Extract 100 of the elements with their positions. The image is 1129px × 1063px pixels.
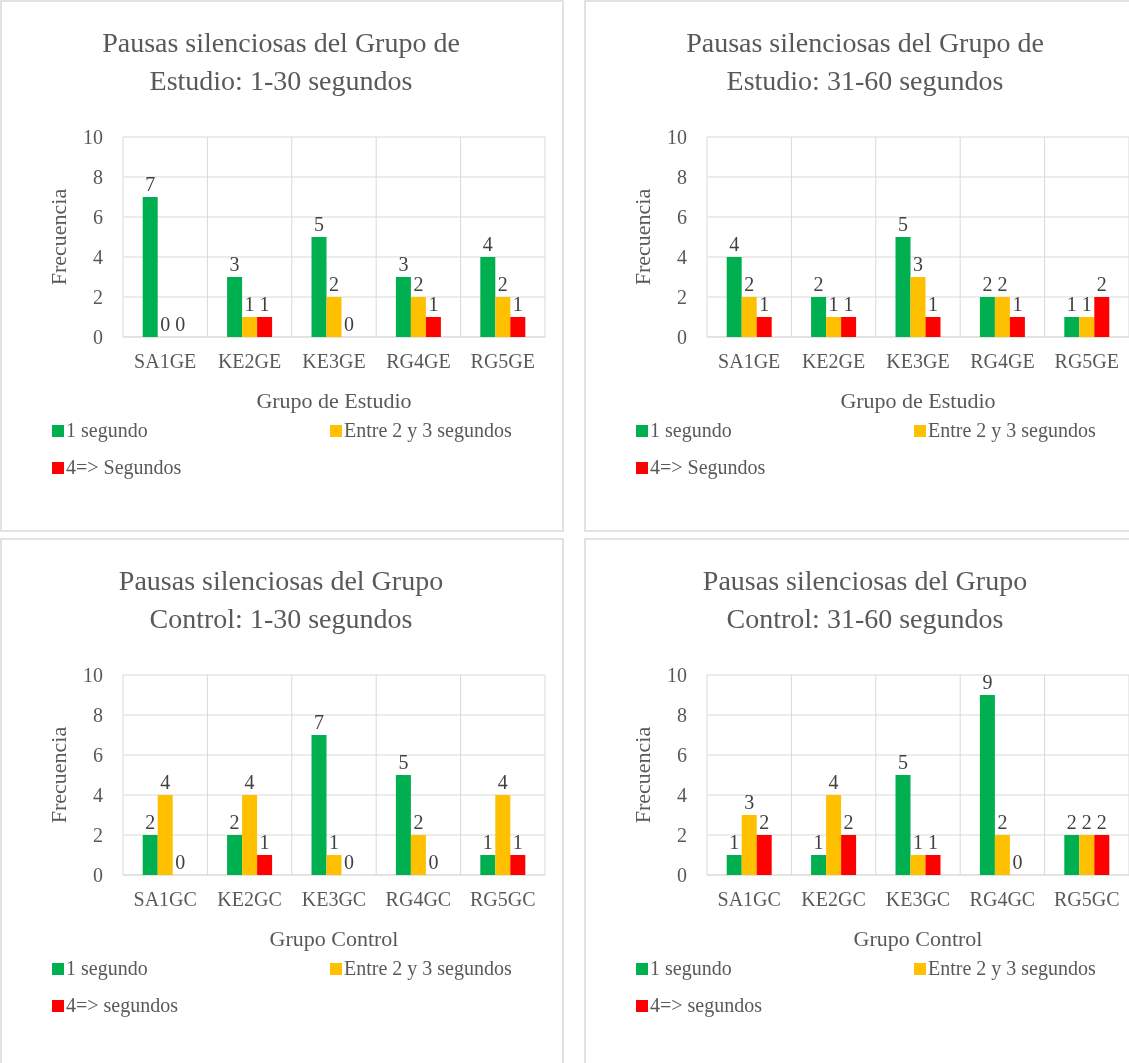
data-label: 1 — [244, 293, 255, 315]
bar — [910, 277, 926, 337]
bar — [826, 795, 842, 875]
data-label: 5 — [314, 213, 324, 235]
legend-label: 1 segundo — [66, 419, 148, 442]
data-label: 7 — [145, 173, 156, 195]
data-label: 1 — [828, 293, 839, 315]
x-axis-title: Grupo Control — [853, 926, 983, 951]
x-tick-label: SA1GC — [133, 888, 197, 910]
data-label: 2 — [997, 811, 1008, 833]
y-tick-label: 2 — [677, 286, 687, 308]
data-label: 1 — [928, 293, 938, 315]
data-label: 4 — [482, 233, 493, 255]
y-tick-label: 0 — [93, 326, 103, 348]
data-label: 2 — [413, 811, 424, 833]
bar — [1094, 297, 1110, 337]
bar — [910, 855, 926, 875]
bar — [227, 835, 243, 875]
data-label: 0 — [175, 851, 186, 873]
data-label: 4 — [160, 771, 171, 793]
bar — [1064, 835, 1080, 875]
data-label: 1 — [813, 831, 824, 853]
x-tick-label: RG5GC — [1054, 888, 1120, 910]
bar — [741, 815, 757, 875]
data-label: 0 — [160, 313, 171, 335]
data-label: 0 — [175, 313, 186, 335]
chart-title: Pausas silenciosas del Grupo de Estudio: 31-60 segundos — [686, 27, 1044, 96]
bar — [242, 795, 258, 875]
data-label: 4 — [729, 233, 740, 255]
bar — [326, 297, 342, 337]
bar — [395, 277, 411, 337]
y-tick-label: 2 — [93, 824, 103, 846]
bar — [994, 835, 1010, 875]
bar — [1079, 835, 1095, 875]
bar — [510, 317, 526, 337]
bar — [495, 297, 511, 337]
data-label: 0 — [428, 851, 439, 873]
bar — [979, 695, 995, 875]
bar — [925, 855, 941, 875]
data-label: 1 — [428, 293, 439, 315]
bar — [480, 257, 496, 337]
data-label: 1 — [512, 293, 523, 315]
bar — [756, 835, 772, 875]
bar — [242, 317, 258, 337]
bar — [1094, 835, 1110, 875]
data-label: 0 — [1012, 851, 1023, 873]
y-axis-title: Frecuencia — [630, 726, 655, 824]
data-label: 1 — [759, 293, 770, 315]
data-label: 2 — [843, 811, 854, 833]
x-tick-label: RG5GE — [470, 350, 536, 372]
data-label: 5 — [898, 213, 908, 235]
data-label: 1 — [329, 831, 339, 853]
legend-label: 4=> Segundos — [650, 456, 766, 479]
bar — [895, 775, 911, 875]
y-tick-label: 2 — [93, 286, 103, 308]
data-label: 2 — [744, 273, 755, 295]
x-axis-title: Grupo de Estudio — [256, 388, 412, 413]
x-axis-title: Grupo Control — [269, 926, 399, 951]
bar — [826, 317, 842, 337]
data-label: 2 — [997, 273, 1008, 295]
data-label: 2 — [813, 273, 824, 295]
data-label: 2 — [759, 811, 770, 833]
data-label: 2 — [1096, 273, 1107, 295]
y-tick-label: 6 — [677, 206, 687, 228]
legend-label: Entre 2 y 3 segundos — [344, 957, 512, 980]
data-label: 2 — [229, 811, 240, 833]
y-tick-label: 0 — [677, 864, 687, 886]
bar — [811, 855, 827, 875]
bar — [1079, 317, 1095, 337]
y-tick-label: 8 — [93, 704, 103, 726]
chart-title: Pausas silenciosas del Grupo de Estudio: 1-30 segundos — [102, 27, 460, 96]
y-tick-label: 0 — [677, 326, 687, 348]
x-tick-label: KE3GC — [301, 888, 367, 910]
bar — [410, 297, 426, 337]
bar — [326, 855, 342, 875]
bar — [395, 775, 411, 875]
data-label: 9 — [982, 671, 993, 693]
y-tick-label: 8 — [677, 704, 687, 726]
x-tick-label: KE3GE — [886, 350, 950, 372]
data-label: 1 — [729, 831, 740, 853]
bar — [741, 297, 757, 337]
legend-label: 4=> segundos — [650, 994, 763, 1017]
data-label: 4 — [828, 771, 839, 793]
bar — [157, 795, 173, 875]
data-label: 0 — [344, 313, 354, 335]
y-tick-label: 0 — [93, 864, 103, 886]
x-tick-label: KE2GC — [217, 888, 282, 910]
x-axis-title: Grupo de Estudio — [840, 388, 996, 413]
bar — [994, 297, 1010, 337]
x-tick-label: SA1GE — [718, 350, 781, 372]
data-label: 1 — [1081, 293, 1092, 315]
data-label: 4 — [497, 771, 508, 793]
bar — [841, 317, 857, 337]
data-label: 2 — [982, 273, 993, 295]
legend-label: Entre 2 y 3 segundos — [928, 957, 1096, 980]
data-label: 2 — [1096, 811, 1107, 833]
data-label: 2 — [145, 811, 156, 833]
data-label: 3 — [913, 253, 923, 275]
bar — [811, 297, 827, 337]
chart-title: Pausas silenciosas del Grupo Control: 31-60 segundos — [702, 565, 1028, 634]
